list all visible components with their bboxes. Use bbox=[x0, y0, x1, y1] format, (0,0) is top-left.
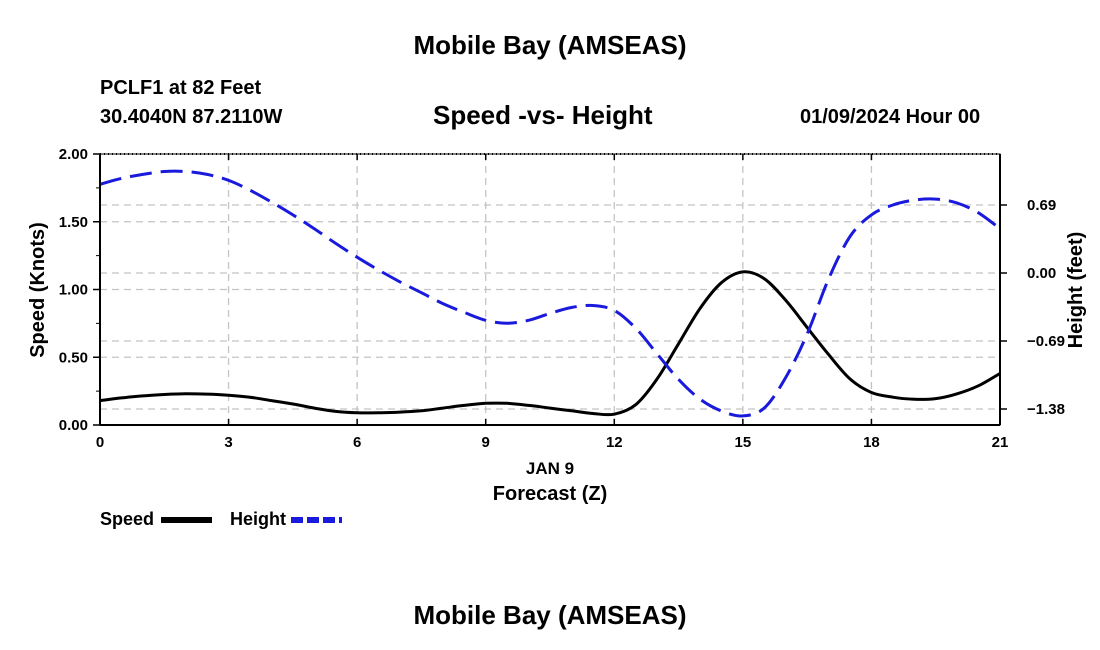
legend-speed-label: Speed bbox=[100, 509, 154, 529]
x-tick-label: 3 bbox=[224, 434, 232, 451]
x-date-label: JAN 9 bbox=[526, 459, 574, 478]
chart-title: Speed -vs- Height bbox=[433, 100, 653, 130]
x-tick-label: 15 bbox=[735, 434, 752, 451]
station-coordinates: 30.4040N 87.2110W bbox=[100, 106, 283, 128]
axis-ticks: 0 3 6 9 12 15 18 21 0.00 0.50 1.00 1.50 2.00 0.69 0.00… bbox=[59, 146, 1065, 451]
x-tick-label: 18 bbox=[863, 434, 880, 451]
legend-height-label: Height bbox=[230, 509, 286, 529]
gridlines bbox=[100, 154, 1000, 425]
x-tick-label: 12 bbox=[606, 434, 623, 451]
series-lines bbox=[99, 169, 1001, 418]
series-line-height bbox=[99, 169, 1001, 418]
y-axis-label-right: Height (feet) bbox=[1065, 232, 1087, 349]
x-tick-label: 6 bbox=[353, 434, 361, 451]
run-time-label: 01/09/2024 Hour 00 bbox=[800, 106, 981, 128]
x-tick-label: 0 bbox=[96, 434, 104, 451]
x-tick-label: 9 bbox=[482, 434, 490, 451]
right-tick-label: −1.38 bbox=[1027, 401, 1065, 418]
left-tick-label: 0.00 bbox=[59, 417, 88, 434]
page-title: Mobile Bay (AMSEAS) bbox=[413, 30, 687, 60]
left-tick-label: 2.00 bbox=[59, 146, 88, 163]
right-tick-label: 0.00 bbox=[1027, 265, 1056, 282]
x-tick-label: 21 bbox=[992, 434, 1009, 451]
y-axis-label-left: Speed (Knots) bbox=[27, 222, 49, 358]
x-axis-label: Forecast (Z) bbox=[493, 483, 607, 505]
footer-title: Mobile Bay (AMSEAS) bbox=[413, 600, 687, 630]
left-tick-label: 1.00 bbox=[59, 282, 88, 299]
left-tick-label: 0.50 bbox=[59, 349, 88, 366]
series-line-speed bbox=[99, 270, 1001, 417]
legend: Speed Height bbox=[100, 509, 342, 529]
right-tick-label: −0.69 bbox=[1027, 333, 1065, 350]
left-tick-label: 1.50 bbox=[59, 214, 88, 231]
right-tick-label: 0.69 bbox=[1027, 197, 1056, 214]
station-label: PCLF1 at 82 Feet bbox=[100, 77, 262, 99]
